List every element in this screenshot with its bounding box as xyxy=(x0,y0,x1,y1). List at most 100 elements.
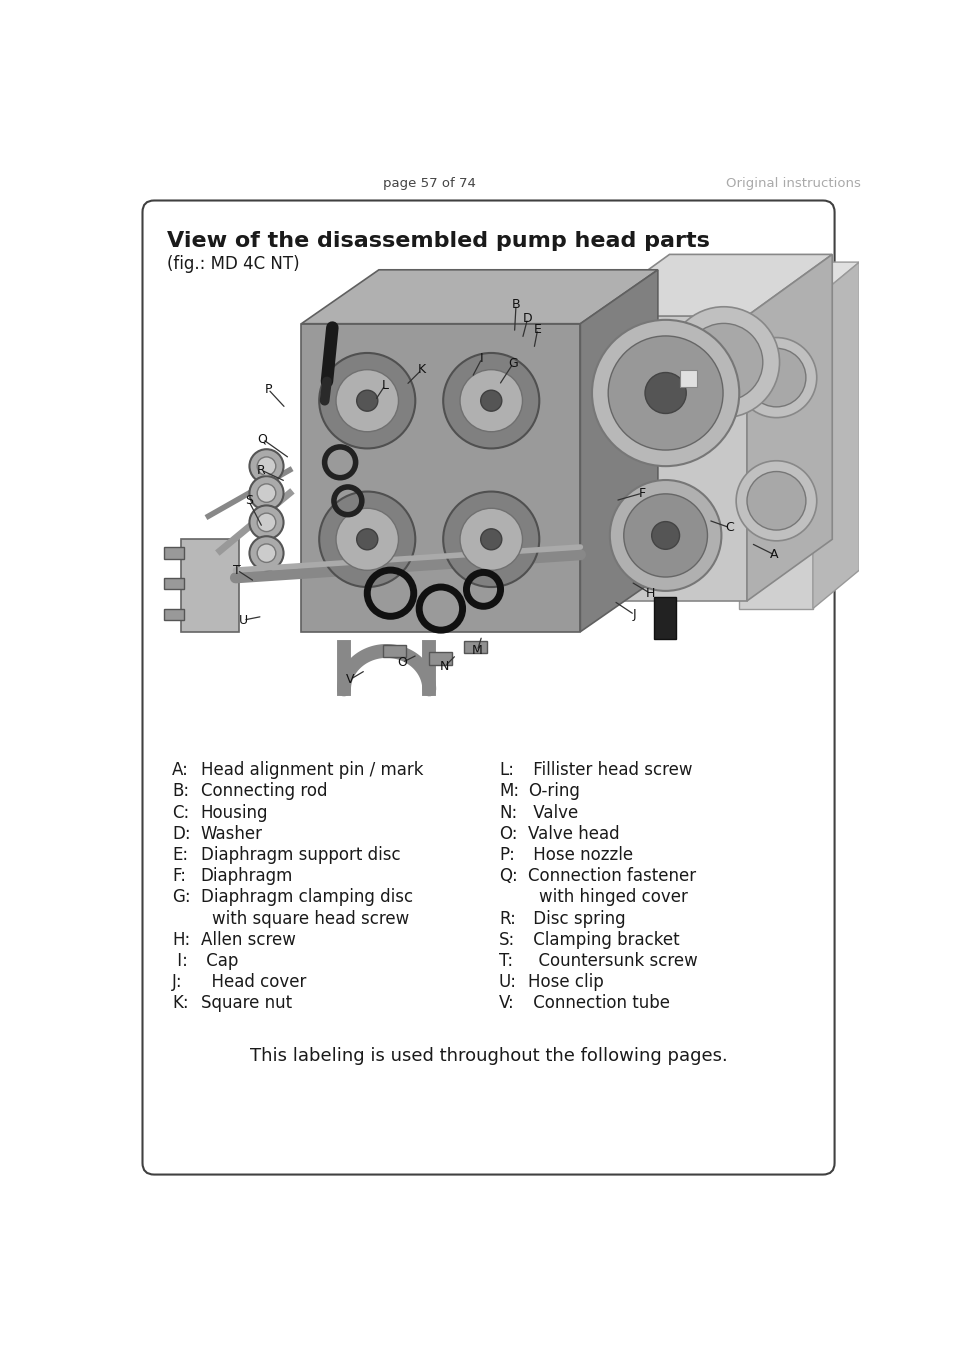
Polygon shape xyxy=(812,262,859,609)
Text: Valve head: Valve head xyxy=(527,825,618,842)
Polygon shape xyxy=(583,316,746,601)
Text: L: L xyxy=(381,379,388,391)
Text: J: J xyxy=(632,609,636,621)
Circle shape xyxy=(335,370,398,432)
FancyBboxPatch shape xyxy=(142,201,834,1174)
Polygon shape xyxy=(301,324,579,632)
Circle shape xyxy=(335,508,398,570)
Text: Diaphragm clamping disc: Diaphragm clamping disc xyxy=(200,888,413,906)
Text: Washer: Washer xyxy=(200,825,262,842)
Text: Hose nozzle: Hose nozzle xyxy=(527,846,632,864)
Circle shape xyxy=(608,336,722,450)
Circle shape xyxy=(736,338,816,417)
Circle shape xyxy=(480,529,501,549)
Text: Original instructions: Original instructions xyxy=(725,177,860,190)
Circle shape xyxy=(249,477,283,510)
Text: Cap: Cap xyxy=(200,952,237,969)
Circle shape xyxy=(651,521,679,549)
Bar xyxy=(164,547,183,559)
Circle shape xyxy=(257,544,275,563)
Text: T:: T: xyxy=(498,952,513,969)
Circle shape xyxy=(356,390,377,412)
Text: S: S xyxy=(244,494,253,508)
Text: Connection tube: Connection tube xyxy=(527,994,669,1012)
Circle shape xyxy=(667,306,779,417)
Bar xyxy=(164,609,183,620)
Circle shape xyxy=(592,320,739,466)
Text: E: E xyxy=(534,323,541,336)
Circle shape xyxy=(746,348,805,406)
Text: Head alignment pin / mark: Head alignment pin / mark xyxy=(200,761,423,779)
Text: G:: G: xyxy=(172,888,191,906)
Text: with hinged cover: with hinged cover xyxy=(538,888,687,906)
Text: K:: K: xyxy=(172,994,189,1012)
Circle shape xyxy=(257,483,275,502)
Text: Housing: Housing xyxy=(200,803,268,822)
Circle shape xyxy=(609,481,720,591)
Text: M: M xyxy=(472,644,482,657)
Text: V: V xyxy=(346,672,355,686)
Text: O:: O: xyxy=(498,825,517,842)
Text: C:: C: xyxy=(172,803,189,822)
Text: Diaphragm: Diaphragm xyxy=(200,867,293,886)
Polygon shape xyxy=(583,254,831,316)
Bar xyxy=(464,641,487,653)
Circle shape xyxy=(746,471,805,531)
Text: T: T xyxy=(233,563,241,576)
Text: D:: D: xyxy=(172,825,191,842)
Text: U: U xyxy=(238,614,248,626)
Bar xyxy=(654,597,675,640)
Circle shape xyxy=(249,450,283,483)
Text: Countersunk screw: Countersunk screw xyxy=(527,952,697,969)
Text: (fig.: MD 4C NT): (fig.: MD 4C NT) xyxy=(167,255,299,274)
Polygon shape xyxy=(746,254,831,601)
Text: U:: U: xyxy=(498,973,517,991)
Text: H: H xyxy=(645,587,654,599)
Polygon shape xyxy=(739,262,859,301)
Bar xyxy=(429,652,452,664)
Text: O: O xyxy=(396,656,407,670)
Bar xyxy=(382,645,406,657)
Text: Fillister head screw: Fillister head screw xyxy=(527,761,692,779)
Circle shape xyxy=(684,324,762,401)
Text: N:: N: xyxy=(498,803,517,822)
Text: page 57 of 74: page 57 of 74 xyxy=(382,177,476,190)
Circle shape xyxy=(443,491,538,587)
Text: Hose clip: Hose clip xyxy=(527,973,603,991)
Text: I:: I: xyxy=(172,952,188,969)
Text: A: A xyxy=(769,548,778,562)
Text: B: B xyxy=(511,298,519,311)
Bar xyxy=(164,578,183,590)
Text: S:: S: xyxy=(498,930,515,949)
Circle shape xyxy=(249,536,283,570)
Text: P: P xyxy=(264,382,272,396)
Polygon shape xyxy=(301,270,658,324)
Text: Disc spring: Disc spring xyxy=(527,910,624,927)
Circle shape xyxy=(459,370,522,432)
Text: R:: R: xyxy=(498,910,516,927)
Text: Clamping bracket: Clamping bracket xyxy=(527,930,679,949)
Text: Connection fastener: Connection fastener xyxy=(527,867,695,886)
Text: Q:: Q: xyxy=(498,867,517,886)
Text: D: D xyxy=(522,312,532,325)
Text: View of the disassembled pump head parts: View of the disassembled pump head parts xyxy=(167,231,709,251)
Bar xyxy=(679,370,696,387)
Text: Square nut: Square nut xyxy=(200,994,292,1012)
Circle shape xyxy=(480,390,501,412)
Text: with square head screw: with square head screw xyxy=(212,910,409,927)
Text: M:: M: xyxy=(498,783,518,801)
Polygon shape xyxy=(739,301,812,609)
Text: Connecting rod: Connecting rod xyxy=(200,783,327,801)
Circle shape xyxy=(319,352,415,448)
Text: V:: V: xyxy=(498,994,515,1012)
Text: A:: A: xyxy=(172,761,189,779)
Text: G: G xyxy=(508,358,517,370)
Text: B:: B: xyxy=(172,783,189,801)
Text: J:: J: xyxy=(172,973,182,991)
Circle shape xyxy=(644,373,685,413)
Text: This labeling is used throughout the following pages.: This labeling is used throughout the fol… xyxy=(250,1048,727,1065)
Circle shape xyxy=(249,505,283,539)
Circle shape xyxy=(736,460,816,541)
Polygon shape xyxy=(181,539,239,632)
Text: P:: P: xyxy=(498,846,515,864)
